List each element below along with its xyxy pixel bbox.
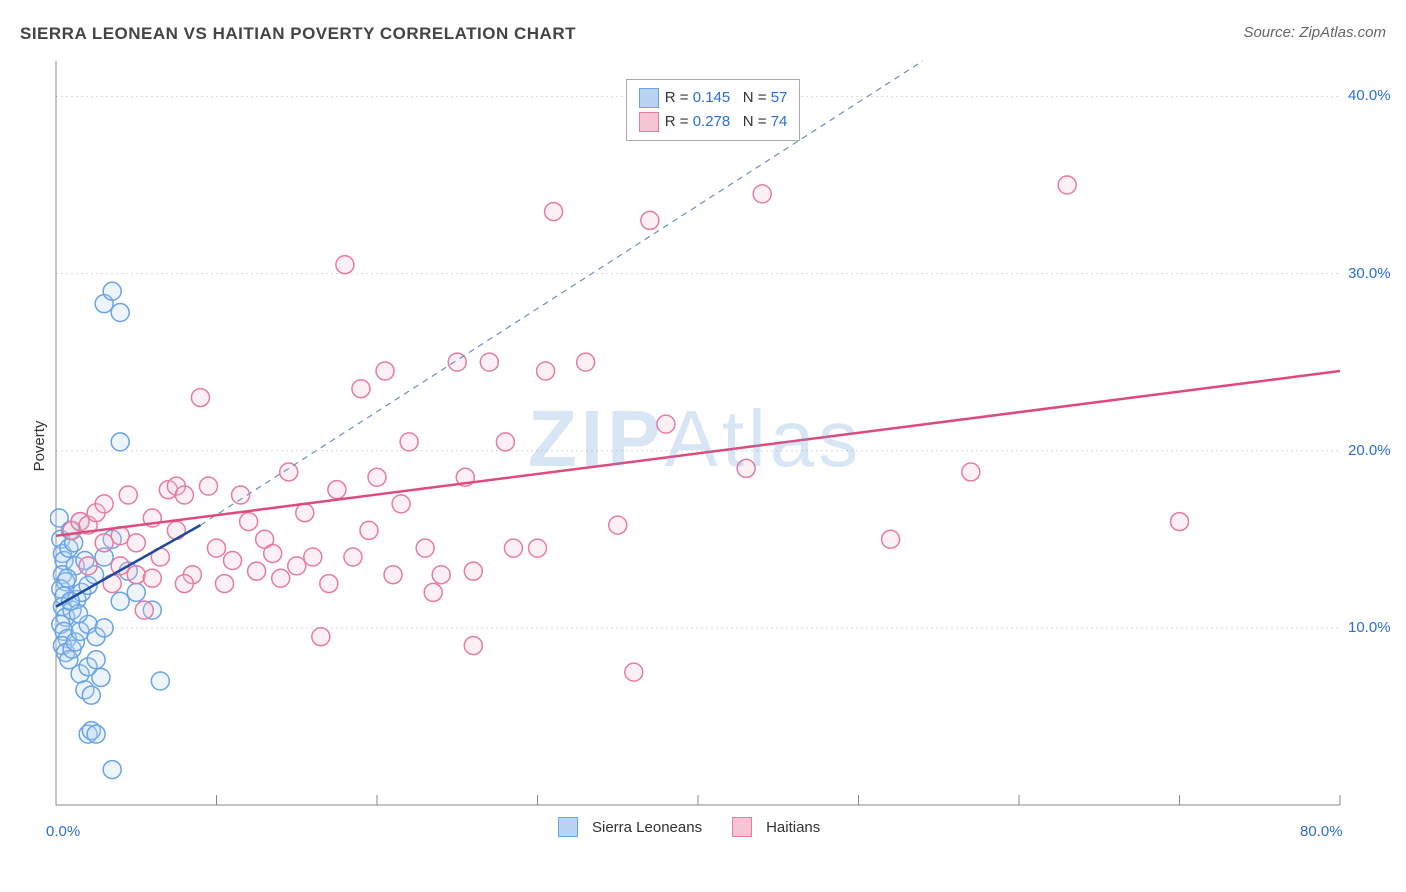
y-axis-label: Poverty [31,421,48,472]
legend-label: Sierra Leoneans [592,819,702,836]
x-tick-label: 80.0% [1300,823,1343,840]
y-tick-label: 10.0% [1348,619,1391,636]
legend-label: Haitians [766,819,820,836]
legend-swatch [639,88,659,108]
legend-swatch [558,817,578,837]
stats-legend: R = 0.145 N = 57R = 0.278 N = 74 [626,79,801,141]
y-tick-label: 20.0% [1348,442,1391,459]
legend-swatch [732,817,752,837]
scatter-plot: ZIPAtlas R = 0.145 N = 57R = 0.278 N = 7… [50,55,1390,835]
stats-row: R = 0.145 N = 57 [639,86,788,110]
legend-item: Sierra Leoneans [558,817,702,837]
chart-title: SIERRA LEONEAN VS HAITIAN POVERTY CORREL… [20,24,576,44]
y-tick-label: 30.0% [1348,265,1391,282]
legend-swatch [639,112,659,132]
legend-item: Haitians [732,817,820,837]
x-tick-label: 0.0% [46,823,80,840]
stats-row: R = 0.278 N = 74 [639,110,788,134]
y-tick-label: 40.0% [1348,87,1391,104]
source-label: Source: ZipAtlas.com [1243,24,1386,41]
chart-canvas [50,55,1390,835]
series-legend: Sierra Leoneans Haitians [558,817,820,837]
